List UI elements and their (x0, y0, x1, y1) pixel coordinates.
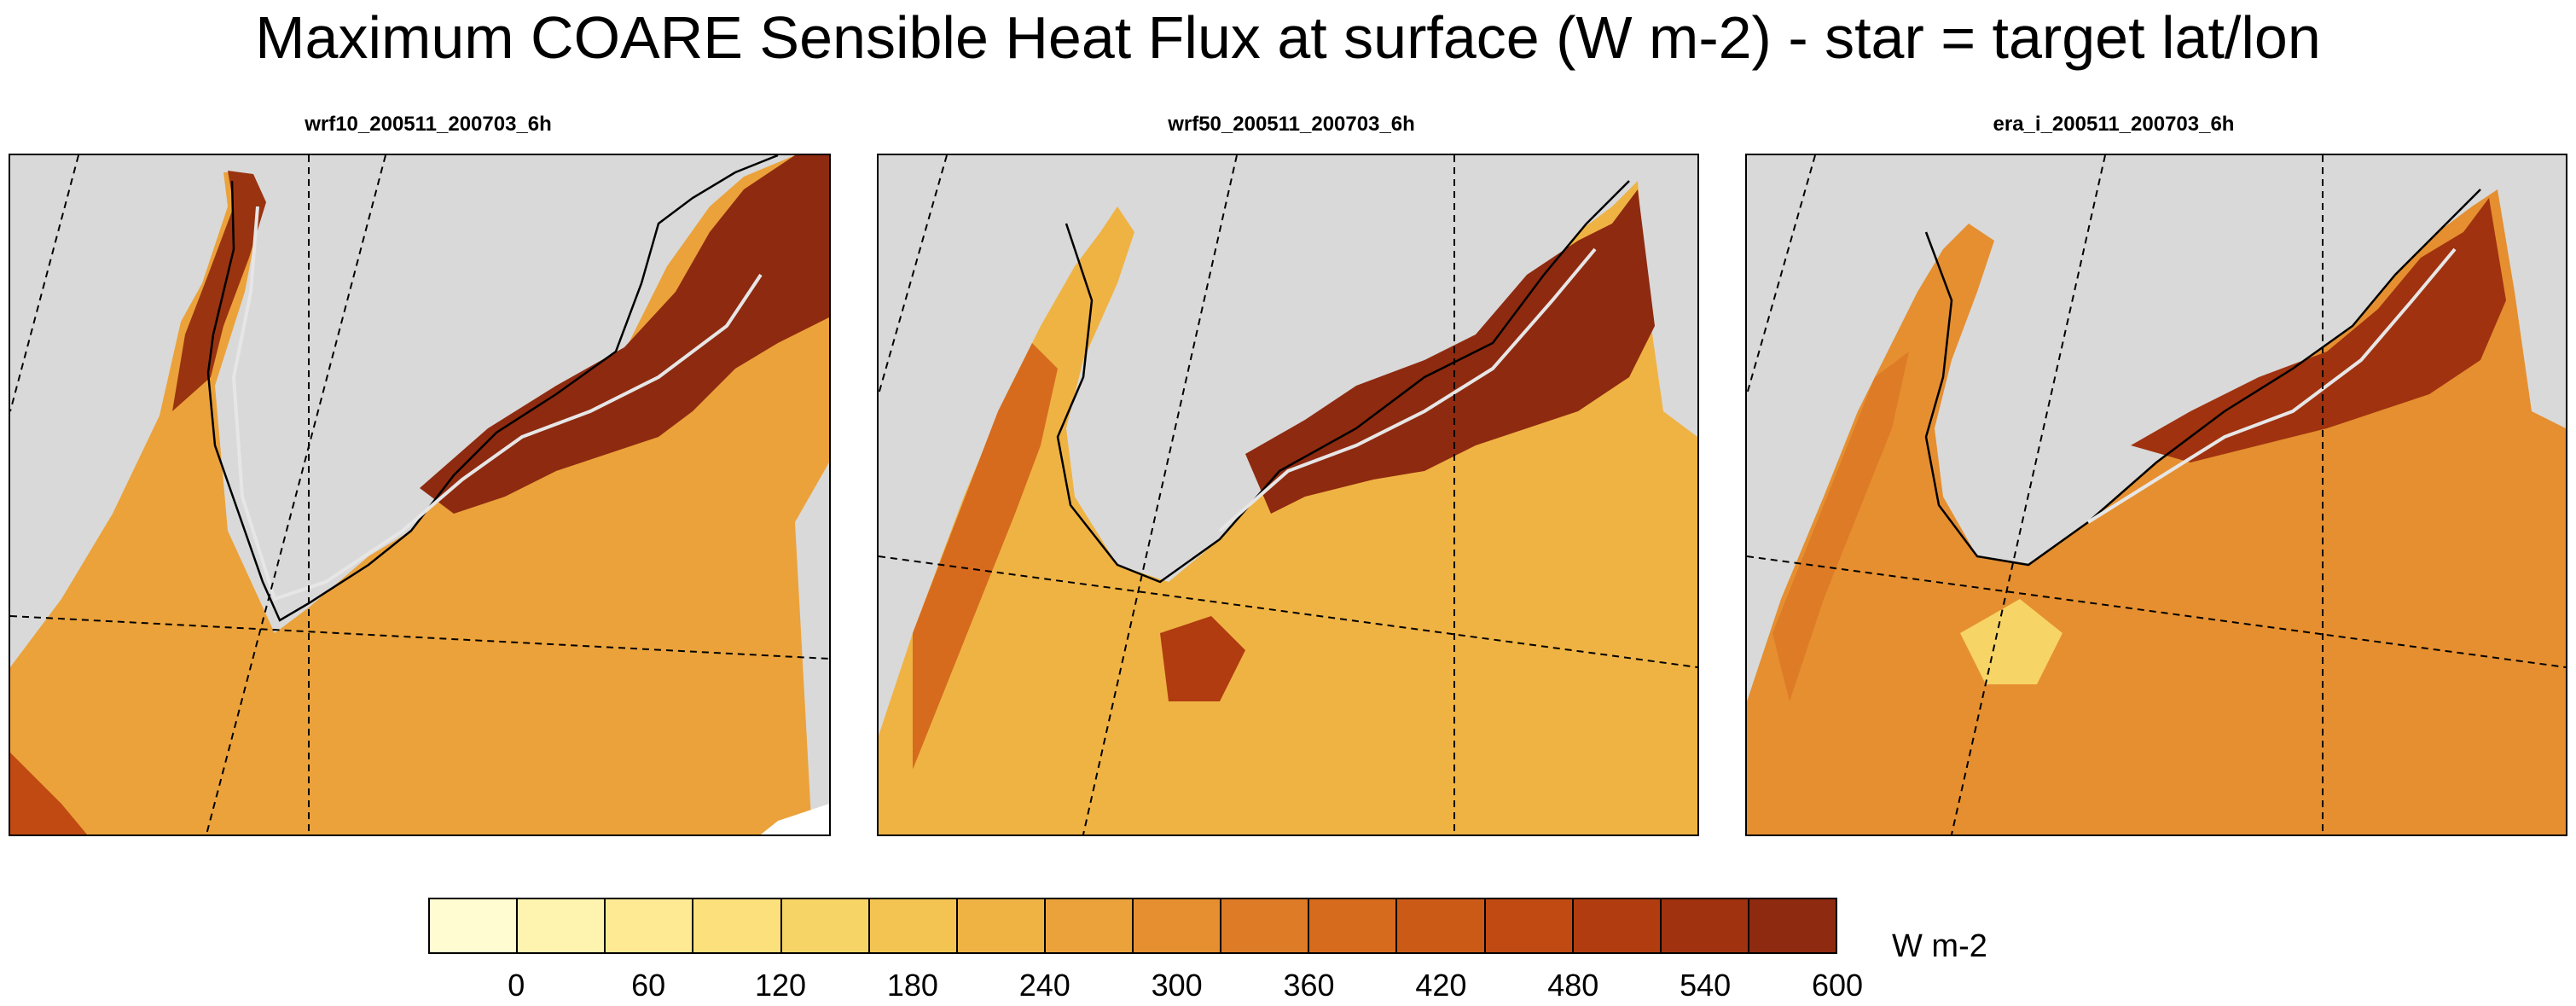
colorbar (428, 898, 1837, 954)
meridian-line (1082, 155, 1238, 834)
colorbar-swatch (1485, 899, 1574, 952)
colorbar-swatch (1309, 899, 1398, 952)
western-strong-band (172, 171, 266, 411)
west-coast-band (913, 343, 1058, 770)
colorbar-swatch (1134, 899, 1222, 952)
meridian-line (206, 155, 386, 834)
meridian-line (10, 155, 79, 412)
meridian-line (1951, 155, 2106, 834)
map-panel-wrf50 (877, 154, 1699, 836)
south-coast-gradient (10, 753, 87, 834)
meridian-line (879, 155, 948, 395)
strong-flux-band (2131, 198, 2506, 462)
meridian-line (879, 555, 1697, 668)
colorbar-tick-label: 300 (1151, 968, 1203, 1003)
colorbar-tick-label: 180 (886, 968, 938, 1003)
colorbar-tick-label: 480 (1547, 968, 1599, 1003)
strong-flux-band (420, 155, 829, 514)
colorbar-swatch (518, 899, 606, 952)
colorbar-tick-label: 360 (1283, 968, 1335, 1003)
meridian-line (1747, 555, 2566, 668)
colorbar-swatch (957, 899, 1046, 952)
panel-title-wrf50: wrf50_200511_200703_6h (1168, 113, 1415, 136)
colorbar-swatch (430, 899, 519, 952)
colorbar-swatch (781, 899, 870, 952)
colorbar-tick-label: 540 (1680, 968, 1732, 1003)
colorbar-tick-label: 60 (631, 968, 666, 1003)
map-panel-era-i (1745, 154, 2567, 836)
colorbar-swatch (1397, 899, 1486, 952)
colorbar-swatch (693, 899, 782, 952)
colorbar-swatch (1661, 899, 1749, 952)
panel-title-era-i: era_i_200511_200703_6h (1993, 113, 2235, 136)
coastline (206, 155, 779, 622)
meridian-line (10, 615, 829, 660)
ice-edge (1218, 247, 1597, 532)
figure-title: Maximum COARE Sensible Heat Flux at surf… (255, 4, 2321, 71)
meridian-line (1747, 155, 1816, 395)
colorbar-tick-label: 120 (754, 968, 807, 1003)
colorbar-tick-label: 420 (1415, 968, 1467, 1003)
ice-edge (2086, 247, 2457, 524)
colorbar-tick-label: 240 (1018, 968, 1070, 1003)
colorbar-swatch (869, 899, 958, 952)
map-panel-wrf10 (9, 154, 831, 836)
colorbar-swatch (1749, 899, 1836, 952)
missing-corner (761, 804, 829, 834)
panel-title-wrf10: wrf10_200511_200703_6h (305, 113, 552, 136)
colorbar-tick-label: 600 (1811, 968, 1864, 1003)
colorbar-swatch (1045, 899, 1134, 952)
yellow-low-patch (1960, 599, 2063, 684)
heat-maximum-patch (1160, 616, 1245, 701)
ice-edge (231, 206, 763, 602)
west-coast-band (1772, 352, 1909, 701)
colorbar-swatch (1573, 899, 1662, 952)
colorbar-tick-label: 0 (508, 968, 525, 1003)
colorbar-units: W m-2 (1892, 928, 1987, 964)
colorbar-swatch (1221, 899, 1310, 952)
coastline (1056, 180, 1630, 584)
colorbar-swatch (606, 899, 694, 952)
